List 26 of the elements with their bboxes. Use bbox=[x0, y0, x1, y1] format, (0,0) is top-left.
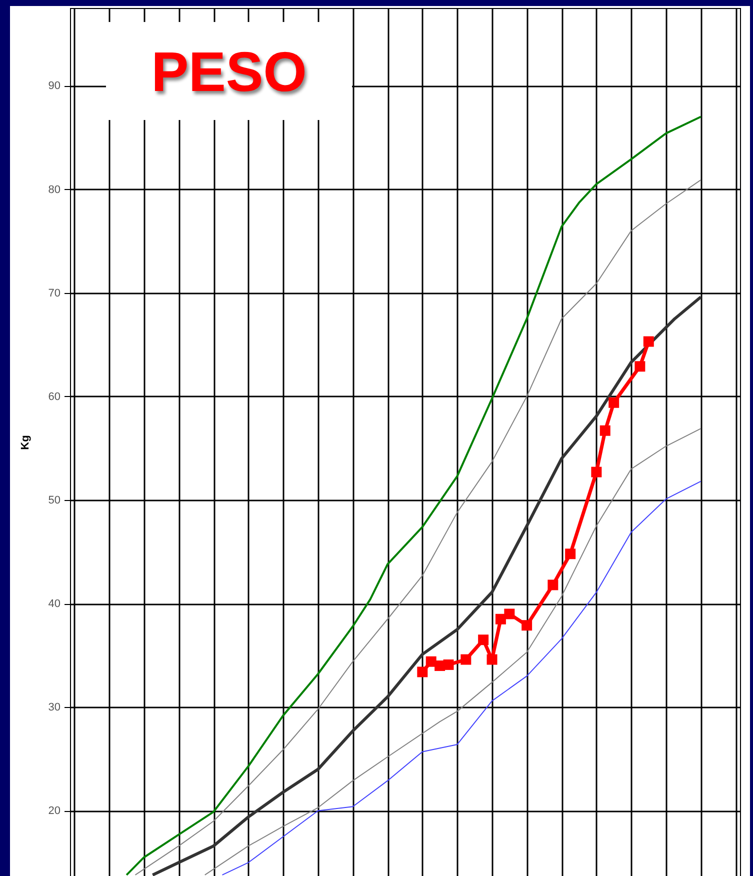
point bbox=[608, 397, 620, 408]
text: PESO bbox=[106, 22, 352, 120]
y-tick-label: 90 bbox=[48, 80, 60, 92]
y-tick-label: 70 bbox=[48, 287, 60, 300]
point bbox=[548, 580, 558, 590]
line-series bbox=[151, 295, 702, 876]
point bbox=[486, 654, 498, 665]
point bbox=[634, 361, 646, 372]
point bbox=[504, 608, 515, 620]
y-tick-label: 80 bbox=[48, 184, 60, 196]
point bbox=[522, 620, 532, 631]
point bbox=[417, 666, 428, 678]
point bbox=[565, 548, 576, 560]
point bbox=[495, 614, 506, 624]
y-tick-label: 30 bbox=[48, 702, 60, 714]
point bbox=[443, 659, 454, 670]
y-tick-label: 20 bbox=[48, 805, 60, 818]
point bbox=[600, 425, 610, 436]
point bbox=[591, 466, 602, 478]
y-tick-label: 60 bbox=[48, 390, 60, 403]
point bbox=[478, 634, 489, 646]
y-tick-label: 50 bbox=[48, 494, 60, 507]
point bbox=[460, 654, 472, 665]
y-axis-title: Kg bbox=[19, 435, 32, 450]
y-tick-label: 40 bbox=[48, 598, 60, 610]
point bbox=[643, 336, 654, 347]
